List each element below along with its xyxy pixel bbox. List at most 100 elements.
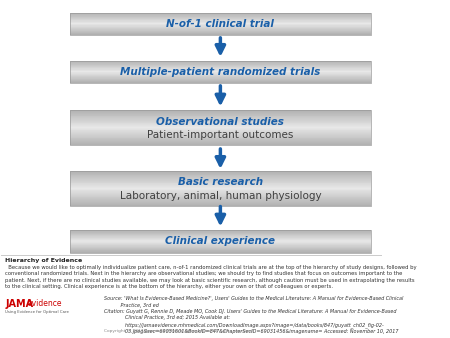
Text: Clinical experience: Clinical experience [166, 237, 275, 246]
Bar [70, 177, 371, 178]
Bar [70, 25, 371, 26]
Bar [70, 138, 371, 139]
Bar [70, 16, 371, 17]
Bar [70, 65, 371, 66]
Bar [70, 245, 371, 246]
Bar [70, 231, 371, 232]
Bar [70, 24, 371, 25]
Bar [70, 117, 371, 118]
Bar [70, 176, 371, 177]
Bar [70, 64, 371, 65]
Bar [70, 115, 371, 116]
Text: Multiple-patient randomized trials: Multiple-patient randomized trials [120, 67, 320, 77]
Bar [70, 32, 371, 33]
Bar [70, 131, 371, 132]
Bar [70, 239, 371, 240]
Bar [70, 27, 371, 28]
Bar [70, 137, 371, 138]
Bar [70, 241, 371, 242]
Bar [70, 26, 371, 27]
Bar [70, 81, 371, 82]
Bar [70, 236, 371, 237]
Bar [70, 132, 371, 133]
Bar [70, 230, 371, 253]
Bar [70, 110, 371, 111]
Bar [70, 184, 371, 185]
Bar [70, 250, 371, 251]
Bar [70, 127, 371, 128]
Bar [70, 130, 371, 131]
Bar [70, 175, 371, 176]
Text: Observational studies: Observational studies [157, 117, 284, 126]
Bar [70, 70, 371, 71]
Bar [70, 171, 371, 172]
Bar [70, 141, 371, 142]
Text: Using Evidence for Optimal Care: Using Evidence for Optimal Care [5, 310, 69, 314]
Bar [70, 185, 371, 186]
Bar [70, 14, 371, 15]
Bar [70, 199, 371, 200]
Bar [70, 251, 371, 252]
Text: Copyright © 2017 American Medical Association. All rights reserved: Copyright © 2017 American Medical Associ… [104, 329, 253, 333]
Text: Patient-important outcomes: Patient-important outcomes [147, 130, 293, 140]
Bar [70, 192, 371, 193]
Bar [70, 235, 371, 236]
Bar [70, 129, 371, 130]
Bar [70, 68, 371, 69]
Bar [70, 61, 371, 62]
Bar [70, 67, 371, 68]
Text: N-of-1 clinical trial: N-of-1 clinical trial [166, 19, 274, 29]
Bar [70, 234, 371, 235]
Bar [70, 34, 371, 35]
Bar [70, 237, 371, 238]
Bar [70, 243, 371, 244]
Bar [70, 197, 371, 198]
Bar [70, 195, 371, 196]
Bar [70, 186, 371, 187]
Bar [70, 252, 371, 253]
Bar [70, 61, 371, 83]
Bar [70, 22, 371, 23]
Bar [70, 113, 371, 114]
Bar [70, 82, 371, 83]
Bar [70, 142, 371, 143]
Bar [70, 128, 371, 129]
Bar [70, 20, 371, 21]
Bar [70, 123, 371, 124]
Bar [70, 190, 371, 191]
Bar [70, 78, 371, 79]
Text: Basic research: Basic research [178, 177, 263, 187]
Text: JAMA: JAMA [5, 299, 33, 309]
Bar [70, 111, 371, 112]
Bar [70, 133, 371, 134]
Bar [70, 73, 371, 74]
Bar [70, 144, 371, 145]
Bar [70, 121, 371, 122]
Bar [70, 203, 371, 204]
Bar [1, 255, 382, 256]
Bar [70, 233, 371, 234]
Bar [70, 246, 371, 247]
Bar [70, 200, 371, 201]
Bar [70, 110, 371, 145]
Bar [70, 112, 371, 113]
Bar [70, 174, 371, 175]
Text: evidence: evidence [27, 299, 62, 309]
Bar [70, 191, 371, 192]
Bar [70, 21, 371, 22]
Bar [70, 122, 371, 123]
Bar [70, 135, 371, 136]
Bar [70, 171, 371, 206]
Bar [70, 188, 371, 189]
Bar [70, 196, 371, 197]
Bar [70, 74, 371, 75]
Bar [70, 193, 371, 194]
Bar [70, 204, 371, 206]
Bar [70, 134, 371, 135]
Bar [70, 173, 371, 174]
Bar [70, 71, 371, 72]
Bar [70, 33, 371, 34]
Bar [70, 31, 371, 32]
Bar [70, 202, 371, 203]
Bar [70, 23, 371, 24]
